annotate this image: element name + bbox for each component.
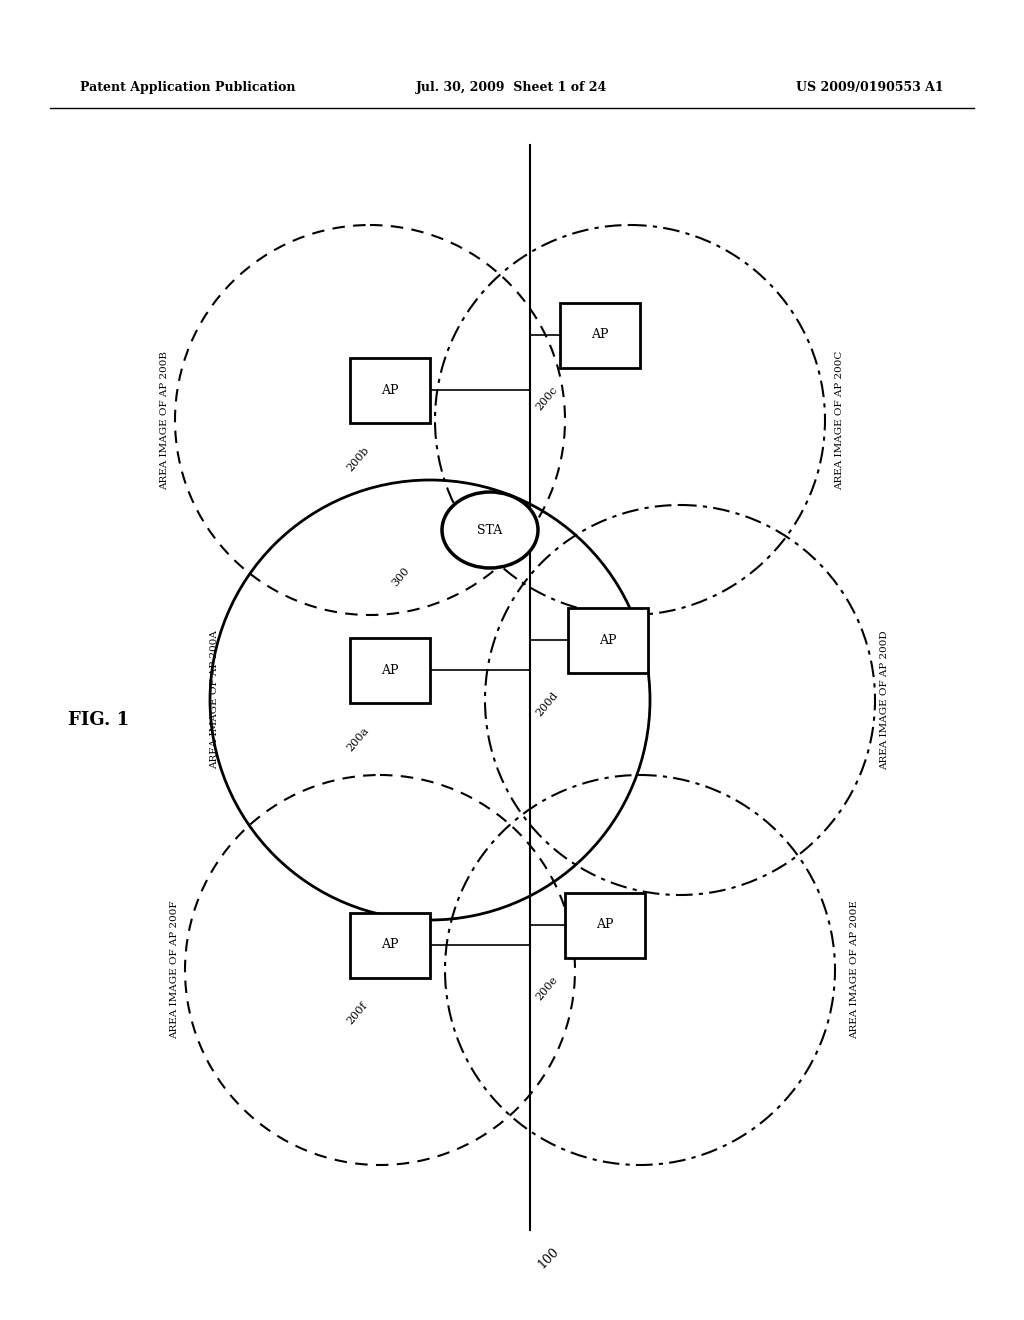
Text: FIG. 1: FIG. 1 bbox=[68, 711, 129, 729]
Text: AP: AP bbox=[381, 939, 398, 952]
Bar bbox=[350, 358, 430, 422]
Text: 200a: 200a bbox=[345, 725, 371, 752]
Text: 200b: 200b bbox=[345, 445, 371, 474]
Bar bbox=[350, 912, 430, 978]
Ellipse shape bbox=[442, 492, 538, 568]
Text: US 2009/0190553 A1: US 2009/0190553 A1 bbox=[797, 82, 944, 95]
Text: 100: 100 bbox=[535, 1245, 561, 1271]
Text: Jul. 30, 2009  Sheet 1 of 24: Jul. 30, 2009 Sheet 1 of 24 bbox=[417, 82, 607, 95]
Bar bbox=[568, 607, 648, 672]
Text: AREA IMAGE OF AP 200C: AREA IMAGE OF AP 200C bbox=[836, 350, 845, 490]
Text: AREA IMAGE OF AP 200B: AREA IMAGE OF AP 200B bbox=[161, 351, 170, 490]
Text: AP: AP bbox=[591, 329, 608, 342]
Text: AREA IMAGE OF AP 200F: AREA IMAGE OF AP 200F bbox=[171, 900, 179, 1039]
Text: AREA IMAGE OF AP 200A: AREA IMAGE OF AP 200A bbox=[211, 631, 219, 770]
Text: AREA IMAGE OF AP 200D: AREA IMAGE OF AP 200D bbox=[881, 630, 890, 770]
Text: AP: AP bbox=[596, 919, 613, 932]
Text: AP: AP bbox=[599, 634, 616, 647]
Text: 200d: 200d bbox=[534, 690, 560, 718]
Text: 200f: 200f bbox=[345, 1001, 369, 1026]
Text: AP: AP bbox=[381, 664, 398, 676]
Text: 200c: 200c bbox=[534, 385, 559, 413]
Text: 300: 300 bbox=[390, 565, 412, 587]
Bar bbox=[565, 892, 645, 957]
Bar bbox=[560, 302, 640, 367]
Text: AP: AP bbox=[381, 384, 398, 396]
Bar bbox=[350, 638, 430, 702]
Text: Patent Application Publication: Patent Application Publication bbox=[80, 82, 296, 95]
Text: STA: STA bbox=[477, 524, 503, 536]
Text: 200e: 200e bbox=[534, 975, 559, 1003]
Text: AREA IMAGE OF AP 200E: AREA IMAGE OF AP 200E bbox=[851, 900, 859, 1039]
